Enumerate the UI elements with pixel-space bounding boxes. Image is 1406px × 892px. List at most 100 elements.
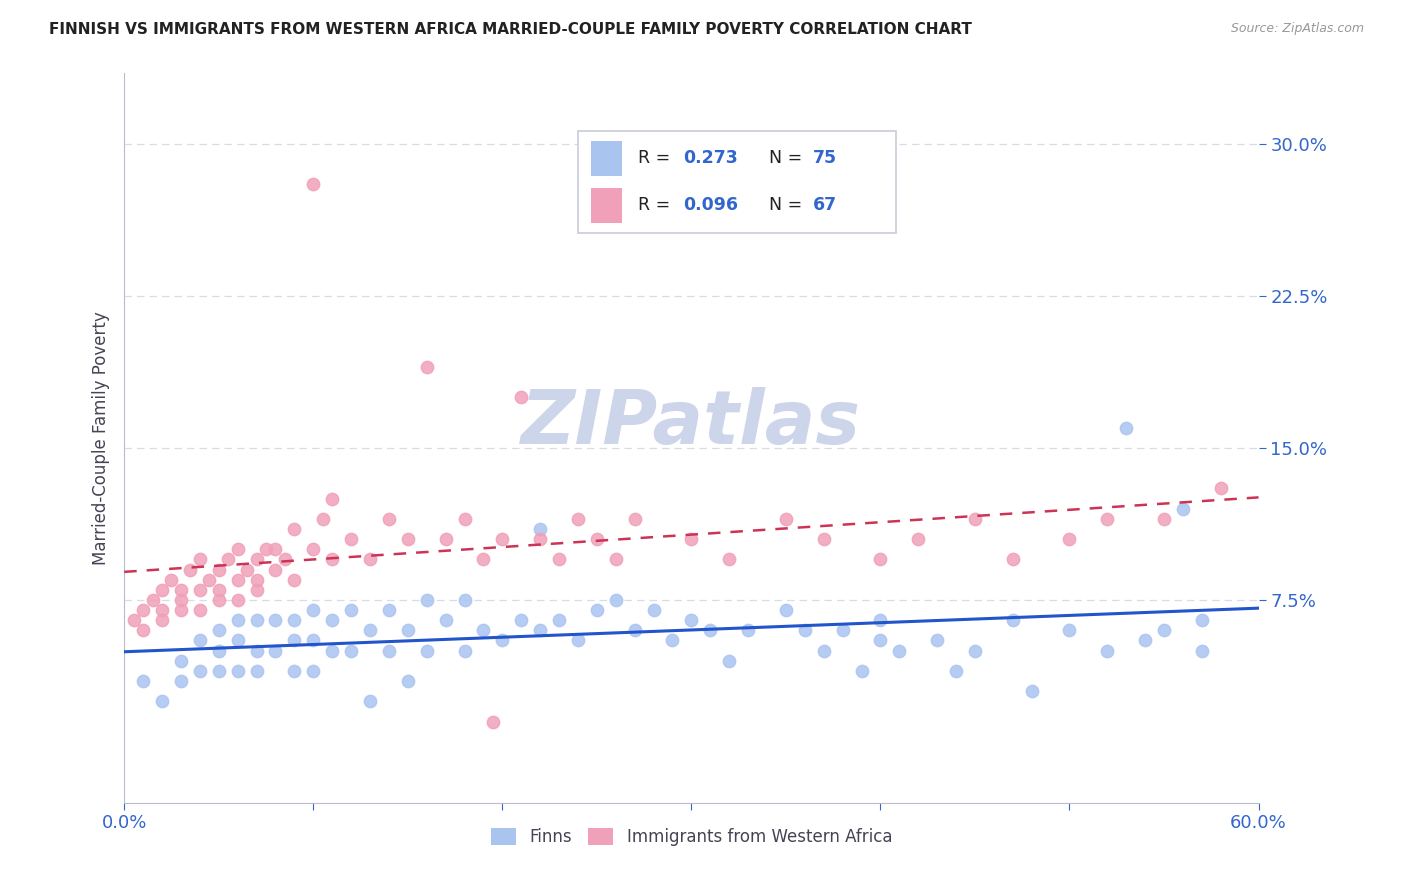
Point (245, 613, 267, 627)
Point (869, 552, 891, 566)
Point (132, 603, 155, 617)
Point (1171, 501, 1194, 516)
Point (302, 633, 325, 648)
Point (378, 643, 401, 657)
Point (482, 714, 505, 729)
Point (170, 582, 193, 597)
Text: R =: R = (638, 196, 676, 214)
Point (264, 562, 287, 576)
Point (415, 593, 437, 607)
Point (434, 532, 457, 546)
Point (340, 603, 363, 617)
Text: ZIPatlas: ZIPatlas (522, 387, 862, 459)
Point (208, 593, 231, 607)
Point (217, 552, 239, 566)
Point (179, 562, 201, 576)
Point (491, 532, 513, 546)
Point (567, 633, 589, 648)
Point (378, 512, 401, 526)
Point (283, 633, 305, 648)
Text: FINNISH VS IMMIGRANTS FROM WESTERN AFRICA MARRIED-COUPLE FAMILY POVERTY CORRELAT: FINNISH VS IMMIGRANTS FROM WESTERN AFRIC… (49, 22, 972, 37)
Point (150, 694, 173, 708)
Point (378, 603, 401, 617)
Point (321, 552, 343, 566)
Point (208, 643, 231, 657)
Point (548, 552, 571, 566)
Point (245, 664, 267, 678)
Point (963, 512, 986, 526)
Point (1153, 512, 1175, 526)
Point (472, 552, 495, 566)
Point (283, 613, 305, 627)
Point (1059, 532, 1081, 546)
Text: 0.273: 0.273 (683, 150, 738, 168)
Point (453, 593, 475, 607)
Point (170, 603, 193, 617)
Point (170, 593, 193, 607)
Point (150, 603, 173, 617)
Point (907, 532, 929, 546)
Point (302, 603, 325, 617)
Point (188, 603, 211, 617)
Point (359, 624, 381, 638)
Point (529, 522, 551, 536)
Point (283, 522, 305, 536)
Text: 75: 75 (813, 150, 837, 168)
Point (605, 593, 627, 607)
Point (415, 643, 437, 657)
Point (226, 593, 249, 607)
Point (208, 562, 231, 576)
Point (415, 359, 437, 374)
Point (274, 552, 297, 566)
Point (396, 532, 419, 546)
Point (813, 643, 835, 657)
Point (264, 542, 287, 557)
Point (813, 532, 835, 546)
Legend: Finns, Immigrants from Western Africa: Finns, Immigrants from Western Africa (484, 822, 898, 853)
Point (529, 624, 551, 638)
Point (188, 582, 211, 597)
Point (359, 552, 381, 566)
Point (623, 512, 645, 526)
Bar (591, 187, 623, 223)
Point (1059, 624, 1081, 638)
Point (302, 178, 325, 192)
Text: 0.096: 0.096 (683, 196, 738, 214)
Point (567, 512, 589, 526)
Point (1001, 613, 1024, 627)
Point (283, 664, 305, 678)
Point (718, 552, 741, 566)
Text: Source: ZipAtlas.com: Source: ZipAtlas.com (1230, 22, 1364, 36)
Point (321, 491, 343, 506)
Point (1115, 420, 1137, 434)
Bar (591, 141, 623, 177)
Point (321, 643, 343, 657)
Point (453, 512, 475, 526)
Point (226, 664, 249, 678)
Point (396, 624, 419, 638)
Point (208, 664, 231, 678)
Point (491, 633, 513, 648)
Point (681, 532, 703, 546)
Point (869, 613, 891, 627)
Point (1153, 624, 1175, 638)
Point (945, 664, 967, 678)
Point (605, 552, 627, 566)
Text: N =: N = (769, 196, 807, 214)
Point (264, 643, 287, 657)
Point (699, 624, 721, 638)
Point (132, 624, 155, 638)
Point (718, 654, 741, 668)
Point (793, 624, 815, 638)
Point (132, 673, 155, 688)
Point (1097, 643, 1119, 657)
Point (775, 512, 797, 526)
Point (170, 654, 193, 668)
Point (869, 633, 891, 648)
Point (529, 532, 551, 546)
Text: R =: R = (638, 150, 676, 168)
Point (927, 633, 949, 648)
Point (681, 613, 703, 627)
Point (1021, 684, 1043, 698)
Point (226, 573, 249, 587)
